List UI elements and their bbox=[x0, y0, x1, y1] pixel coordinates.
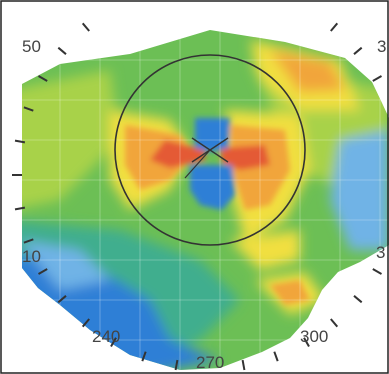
region-orange-top bbox=[270, 50, 345, 92]
region-red-right bbox=[220, 145, 270, 170]
tick-mark bbox=[23, 106, 34, 112]
region-blue-bottom bbox=[190, 165, 235, 210]
tick-mark bbox=[353, 46, 363, 55]
region-yellow-lower bbox=[230, 230, 300, 270]
label-bottom-center: 270 bbox=[196, 353, 224, 372]
tick-mark bbox=[14, 206, 26, 211]
tick-mark bbox=[330, 318, 339, 328]
region-orange-bottom-right bbox=[270, 280, 310, 305]
tick-mark bbox=[303, 337, 310, 347]
label-bottom-right: 300 bbox=[300, 327, 328, 346]
tick-mark bbox=[330, 22, 339, 32]
tick-mark bbox=[81, 22, 90, 32]
tick-mark bbox=[241, 359, 246, 371]
tick-mark bbox=[353, 295, 363, 304]
tick-mark bbox=[38, 75, 48, 82]
tick-marks bbox=[12, 22, 382, 371]
tick-mark bbox=[372, 268, 382, 275]
label-bottom-left: 240 bbox=[92, 327, 120, 346]
region-orange-right bbox=[230, 125, 290, 210]
label-top-right: 3 bbox=[377, 37, 386, 56]
tick-mark bbox=[38, 268, 48, 275]
tick-mark bbox=[23, 238, 34, 244]
measurement-ring bbox=[114, 54, 306, 246]
center-crosshair bbox=[184, 137, 229, 179]
tick-mark bbox=[81, 318, 90, 328]
tick-mark bbox=[174, 359, 179, 371]
region-blue-right bbox=[330, 130, 389, 250]
tick-mark bbox=[57, 295, 67, 304]
tick-mark bbox=[14, 139, 26, 144]
label-top-left: 50 bbox=[22, 37, 41, 56]
label-right: 3 bbox=[376, 243, 385, 262]
label-left: 10 bbox=[22, 247, 41, 266]
region-blue-top bbox=[195, 118, 230, 152]
tick-mark bbox=[273, 351, 279, 362]
region-red-left bbox=[150, 140, 205, 168]
tick-mark bbox=[372, 75, 382, 82]
tick-mark bbox=[110, 337, 117, 347]
tick-mark bbox=[57, 46, 67, 55]
tick-mark bbox=[141, 351, 147, 362]
region-light-green-left bbox=[22, 70, 120, 210]
region-light-blue-low bbox=[22, 240, 110, 290]
